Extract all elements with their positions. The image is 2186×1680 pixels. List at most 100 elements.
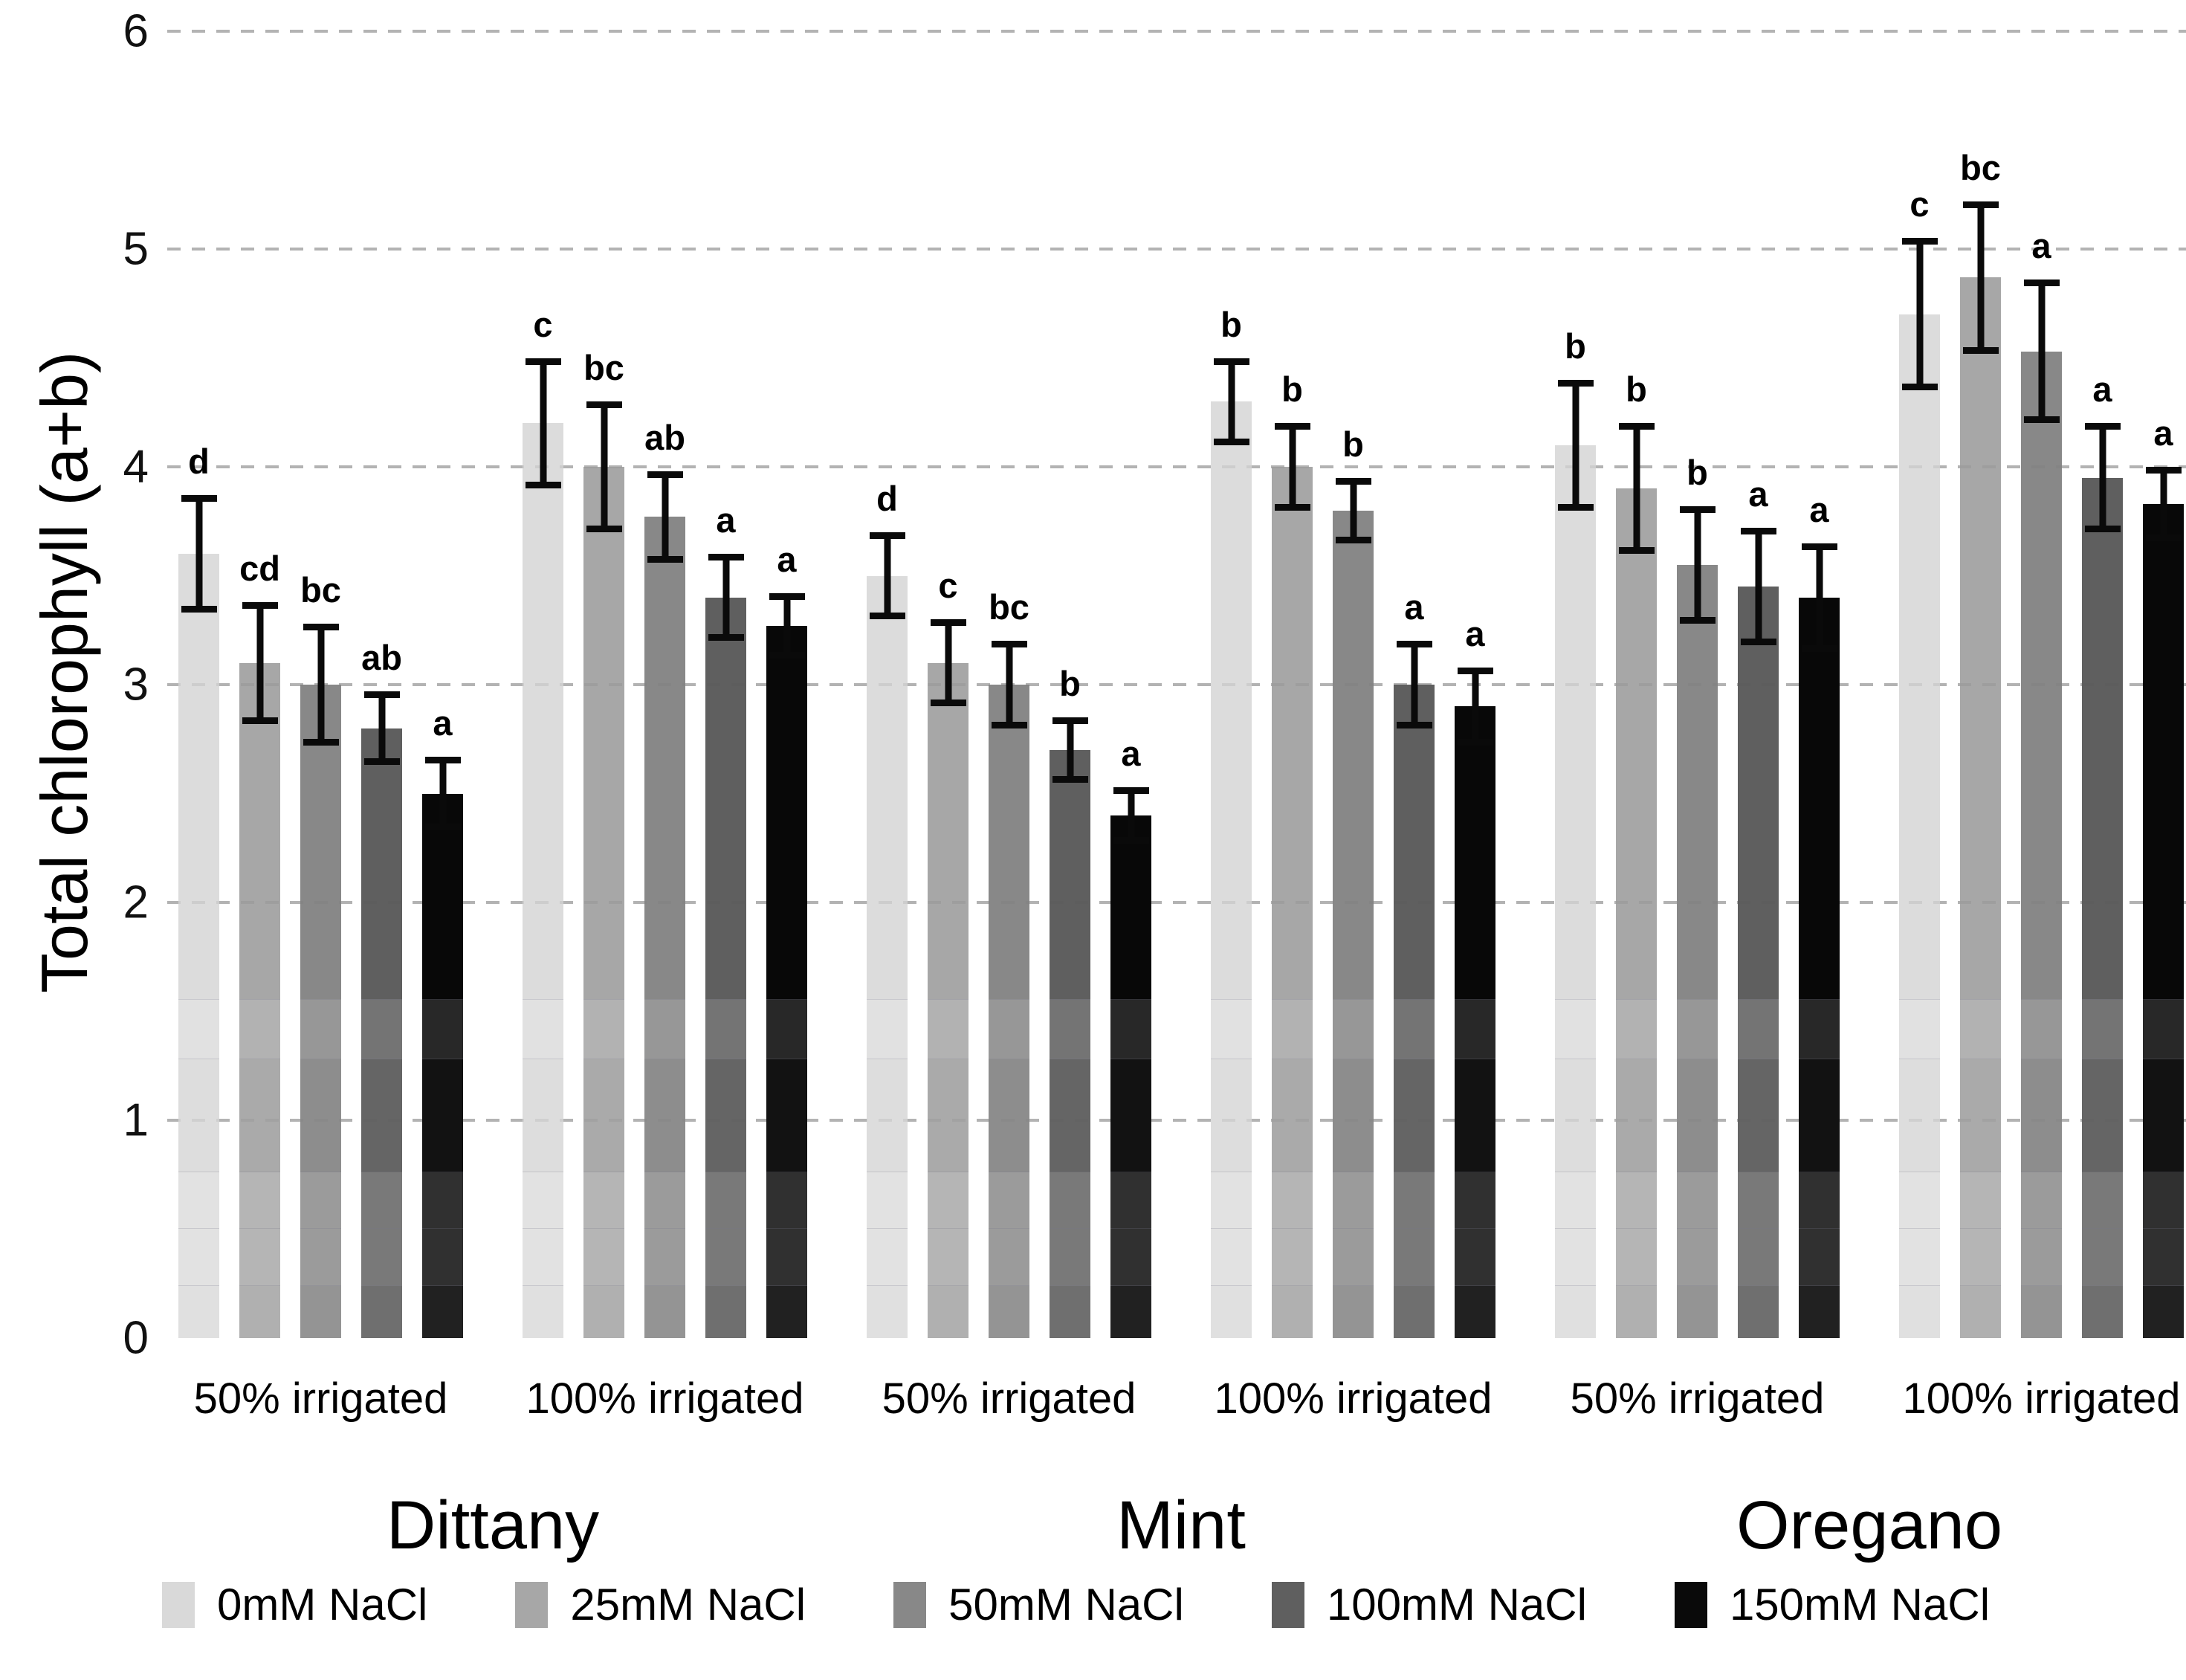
legend-label: 25mM NaCl — [570, 1580, 806, 1629]
bar-texture-band — [1110, 998, 1151, 1338]
significance-letter: c — [533, 304, 553, 344]
bar-mint-100pct-100mM — [1394, 685, 1435, 1338]
bar-texture-band — [928, 998, 968, 1338]
bar-texture-band — [1738, 998, 1779, 1338]
bar-mint-100pct-25mM — [1272, 467, 1313, 1338]
x-group-label: 50% irrigated — [193, 1374, 448, 1423]
significance-letter: d — [188, 442, 210, 482]
legend-label: 50mM NaCl — [948, 1580, 1184, 1629]
legend-swatch — [515, 1581, 549, 1628]
bar-texture-band — [422, 999, 463, 1338]
bar-dittany-100pct-25mM — [583, 467, 624, 1338]
bar-texture-band — [2082, 998, 2123, 1338]
bar-texture-band — [1455, 998, 1495, 1338]
bar-texture-band — [1333, 998, 1374, 1338]
significance-letter: b — [1687, 452, 1708, 492]
bar-texture-band — [1050, 998, 1090, 1338]
gridline-y2 — [167, 901, 2186, 904]
bar-texture-band — [583, 999, 624, 1338]
bar-texture-band — [239, 998, 280, 1338]
bar-texture-band — [300, 999, 341, 1338]
significance-letter: a — [2031, 226, 2051, 266]
bar-oregano-100pct-25mM — [1960, 277, 2001, 1338]
bar-dittany-50pct-150mM — [422, 793, 463, 1338]
y-tick-label-0: 0 — [123, 1312, 149, 1364]
legend-swatch — [893, 1581, 927, 1628]
bar-oregano-50pct-0mM — [1555, 445, 1596, 1338]
bar-oregano-50pct-25mM — [1616, 488, 1657, 1338]
species-label-oregano: Oregano — [1736, 1487, 2003, 1563]
y-tick-label-3: 3 — [123, 659, 149, 711]
bar-texture-band — [1272, 999, 1313, 1338]
bar-dittany-100pct-50mM — [644, 517, 685, 1338]
bar-mint-50pct-100mM — [1050, 749, 1090, 1338]
bar-texture-band — [2143, 998, 2184, 1338]
significance-letter: ab — [644, 417, 685, 457]
significance-letter: b — [1059, 663, 1081, 703]
significance-letter: b — [1220, 304, 1242, 344]
bar-texture-band — [1799, 998, 1840, 1338]
bar-mint-100pct-0mM — [1211, 401, 1252, 1338]
legend-item-25mM: 25mM NaCl — [515, 1579, 806, 1630]
bar-oregano-100pct-100mM — [2082, 477, 2123, 1338]
gridline-y3 — [167, 683, 2186, 686]
bar-texture-band — [361, 998, 402, 1338]
species-label-dittany: Dittany — [386, 1487, 600, 1563]
gridline-y4 — [167, 465, 2186, 468]
significance-letter: bc — [1960, 147, 2001, 187]
bar-dittany-100pct-0mM — [523, 423, 563, 1338]
x-group-label: 100% irrigated — [526, 1374, 804, 1423]
bar-texture-band — [705, 998, 746, 1338]
x-group-label: 100% irrigated — [1902, 1374, 2181, 1423]
significance-letter: a — [1809, 489, 1829, 529]
bar-texture-band — [1677, 998, 1718, 1338]
bar-mint-100pct-150mM — [1455, 706, 1495, 1338]
bar-dittany-100pct-100mM — [705, 597, 746, 1338]
significance-letter: bc — [989, 587, 1029, 627]
y-tick-label-2: 2 — [123, 876, 149, 928]
significance-letter: a — [777, 539, 797, 579]
significance-letter: bc — [583, 348, 624, 388]
legend-label: 150mM NaCl — [1729, 1580, 1991, 1629]
significance-letter: b — [1281, 369, 1303, 410]
bar-oregano-100pct-150mM — [2143, 503, 2184, 1338]
bar-oregano-100pct-0mM — [1899, 314, 1940, 1338]
gridline-y5 — [167, 248, 2186, 251]
significance-letter: c — [938, 566, 958, 606]
y-tick-label-4: 4 — [123, 441, 149, 493]
legend-swatch — [162, 1581, 195, 1628]
bar-oregano-50pct-150mM — [1799, 597, 1840, 1338]
gridline-y1 — [167, 1119, 2186, 1122]
bar-texture-band — [1899, 998, 1940, 1338]
bar-texture-band — [644, 998, 685, 1338]
bar-texture-band — [1555, 998, 1596, 1338]
legend-label: 100mM NaCl — [1326, 1580, 1587, 1629]
bar-dittany-50pct-50mM — [300, 685, 341, 1338]
legend-item-100mM: 100mM NaCl — [1271, 1579, 1587, 1630]
bar-texture-band — [523, 998, 563, 1338]
significance-letter: a — [433, 702, 453, 743]
legend-item-150mM: 150mM NaCl — [1674, 1579, 1991, 1630]
significance-letter: b — [1565, 326, 1586, 366]
significance-letter: a — [2153, 413, 2173, 453]
y-tick-label-1: 1 — [123, 1094, 149, 1146]
legend-item-0mM: 0mM NaCl — [162, 1579, 427, 1630]
significance-letter: ab — [361, 637, 402, 677]
significance-letter: a — [1465, 613, 1485, 653]
significance-letter: a — [1121, 733, 1141, 773]
bar-mint-100pct-50mM — [1333, 510, 1374, 1338]
significance-letter: d — [876, 478, 898, 518]
bar-dittany-50pct-25mM — [239, 662, 280, 1338]
significance-letter: a — [716, 500, 736, 540]
significance-letter: a — [2092, 369, 2112, 410]
bar-texture-band — [867, 999, 908, 1338]
y-tick-label-6: 6 — [123, 5, 149, 57]
gridline-y6 — [167, 30, 2186, 33]
bar-dittany-50pct-100mM — [361, 728, 402, 1338]
legend-label: 0mM NaCl — [217, 1580, 428, 1629]
bar-mint-50pct-0mM — [867, 575, 908, 1338]
legend-swatch — [1271, 1581, 1304, 1628]
bar-texture-band — [1616, 998, 1657, 1338]
significance-letter: bc — [300, 569, 341, 610]
bar-texture-band — [1394, 999, 1435, 1338]
